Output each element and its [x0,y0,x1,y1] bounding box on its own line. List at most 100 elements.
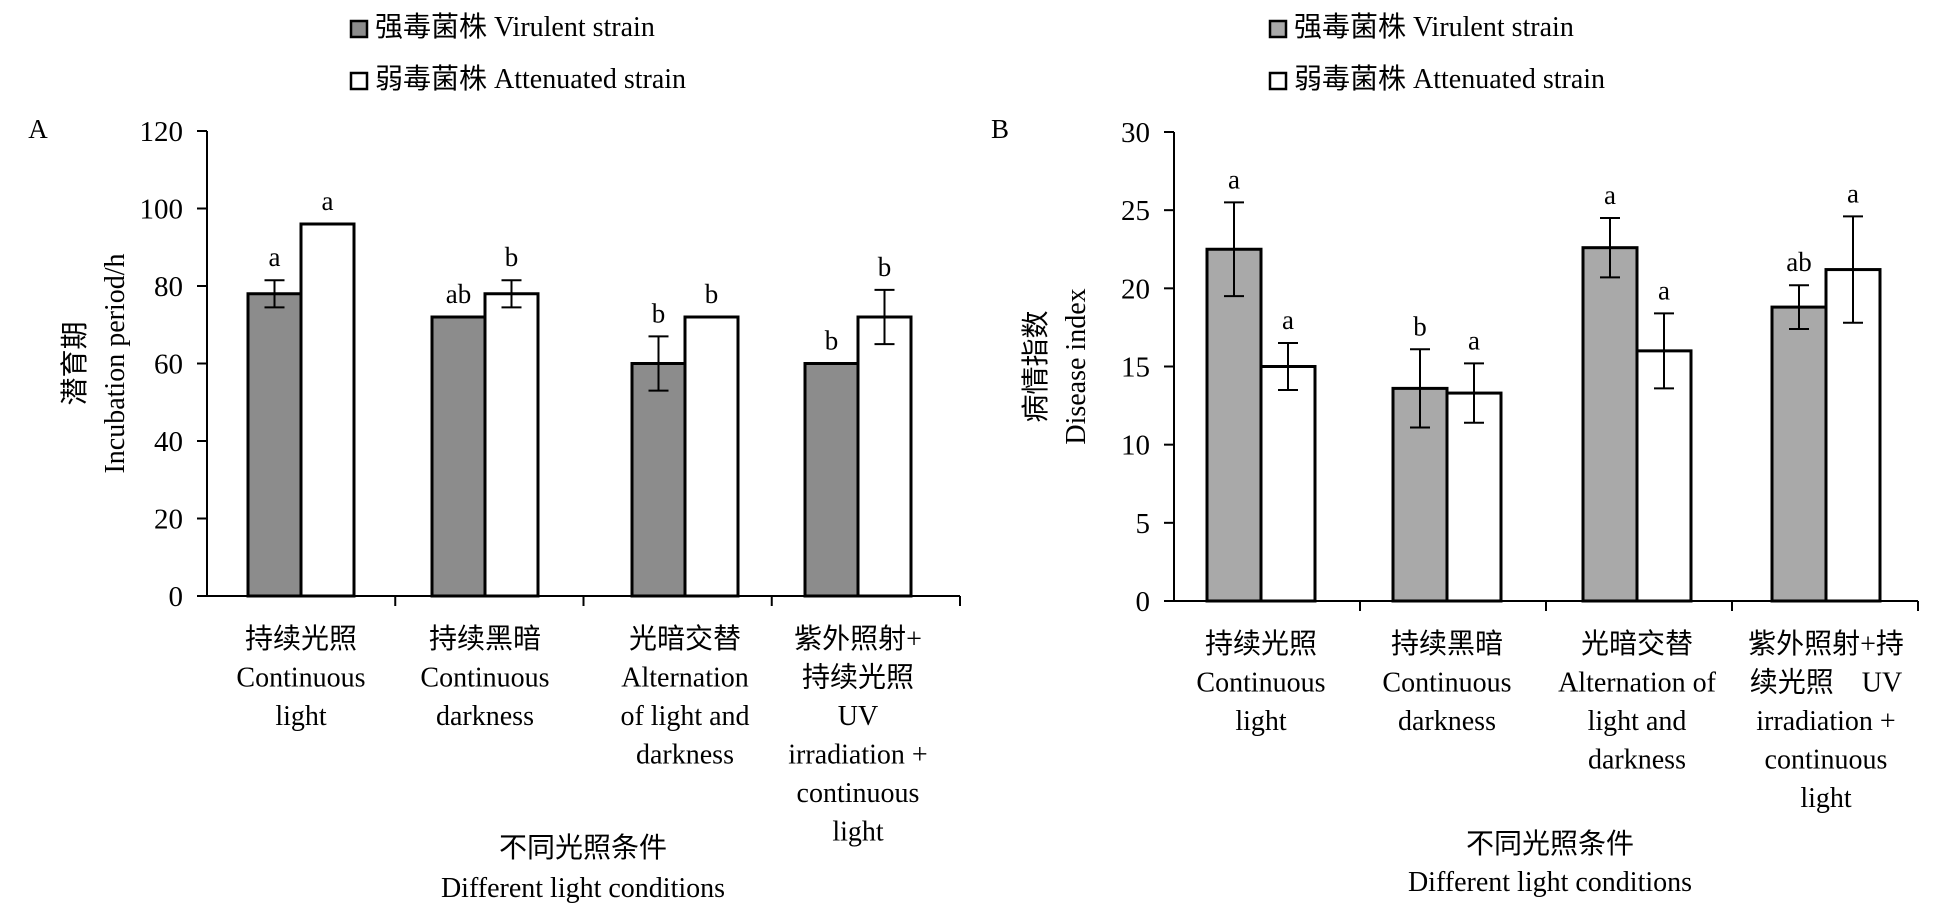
x-tick-label: continuous [1765,745,1888,776]
panel-letter: B [991,114,1009,144]
error-bar [1410,348,1430,429]
bar [683,315,740,598]
x-tick-label: irradiation + [788,740,927,771]
x-tick-label: 紫外照射+持 [1748,628,1904,660]
error-bar [1600,216,1620,279]
y-tick-label: 5 [1136,508,1151,540]
legend-label: 弱毒菌株 Attenuated strain [375,63,686,95]
x-tick-label: light [1235,706,1287,737]
significance-letter: a [1847,178,1859,208]
y-tick-label: 100 [140,194,184,226]
bar [299,222,356,598]
y-tick-label: 20 [1121,273,1150,305]
significance-letter: a [1658,275,1670,305]
x-tick-label: darkness [1588,745,1686,776]
y-axis-title-cn: 病情指数 [1020,310,1052,422]
x-axis-title-en: Different light conditions [441,873,725,904]
y-tick-label: 30 [1121,117,1150,149]
bar [1259,365,1317,603]
x-tick-label: darkness [636,740,734,771]
bar [1205,247,1263,603]
legend-swatch [349,71,369,91]
significance-letter: b [1413,311,1427,341]
significance-letter: a [269,242,281,272]
legend: 强毒菌株 Virulent strain 弱毒菌株 Attenuated stra… [1268,11,1605,95]
significance-letter: b [825,326,839,356]
x-tick-label: Continuous [1196,668,1325,699]
y-axis-title-en: Incubation period/h [100,253,131,473]
x-tick-label: of light and [620,701,749,732]
x-tick-label: 续光照 UV [1750,667,1902,699]
x-tick-label: 持续光照 [802,662,914,694]
y-axis-title-en: Disease index [1061,288,1092,444]
significance-letter: a [1604,180,1616,210]
y-axis-title: 病情指数 Disease index [1020,288,1092,444]
y-tick-label: 80 [154,271,183,303]
x-tick-label: Continuous [236,663,365,694]
y-axis-title: 潜育期 Incubation period/h [59,253,131,473]
bar [483,292,540,598]
error-bar [1278,342,1298,391]
x-tick-label: darkness [1398,706,1496,737]
error-bar [1843,215,1863,324]
y-tick-label: 60 [154,349,183,381]
panel-b-chart: B 强毒菌株 Virulent strain 弱毒菌株 Attenuated str… [991,11,1919,898]
x-axis-title-cn: 不同光照条件 [499,832,667,864]
x-tick-label: 持续光照 [245,623,357,655]
bar [1445,391,1503,603]
x-tick-label: 光暗交替 [629,623,741,655]
bar [1770,305,1828,603]
bar [1824,268,1882,603]
x-tick-label: continuous [797,778,920,809]
error-bar [648,335,669,392]
y-tick-label: 15 [1121,352,1150,384]
x-tick-label: 持续黑暗 [1391,628,1503,660]
x-tick-label: UV [838,701,878,732]
legend: 强毒菌株 Virulent strain 弱毒菌株 Attenuated stra… [349,11,686,95]
x-tick-label: irradiation + [1756,706,1895,737]
legend-label: 强毒菌株 Virulent strain [375,11,655,43]
significance-letter: a [322,186,334,216]
x-tick-label: light [275,701,327,732]
legend-label: 强毒菌株 Virulent strain [1294,11,1574,43]
significance-letter: a [1282,305,1294,335]
error-bar [264,279,285,309]
y-tick-label: 20 [154,504,183,536]
error-bar [874,288,895,346]
error-bar [1464,362,1484,424]
error-bar [1654,312,1674,390]
x-tick-label: Alternation [621,663,749,694]
y-tick-label: 25 [1121,195,1150,227]
bar [430,315,487,598]
significance-letter: ab [446,279,471,309]
significance-letter: b [652,298,666,328]
significance-letter: b [878,252,892,282]
panel-a-chart: A 强毒菌株 Virulent strain 弱毒菌株 Attenuated str… [28,11,961,904]
x-tick-label: 持续黑暗 [429,623,541,655]
y-axis-title-cn: 潜育期 [59,321,91,405]
legend-label: 弱毒菌株 Attenuated strain [1294,63,1605,95]
legend-swatch [1268,71,1288,91]
significance-letter: b [505,242,519,272]
x-tick-label: 光暗交替 [1581,628,1693,660]
x-tick-label: light [832,817,884,848]
error-bar [1789,284,1809,330]
x-tick-label: 紫外照射+ [794,623,922,655]
x-tick-label: Alternation of [1558,668,1717,699]
x-tick-label: Continuous [1382,668,1511,699]
significance-letter: ab [1786,247,1811,277]
x-tick-label: light and [1588,706,1687,737]
bar [803,362,860,598]
significance-letter: b [705,279,719,309]
legend-swatch [1268,19,1288,39]
bar [1581,246,1639,603]
bar [856,315,913,598]
y-tick-label: 120 [140,116,184,148]
x-tick-label: 持续光照 [1205,628,1317,660]
bar [246,292,303,598]
x-axis-title-cn: 不同光照条件 [1466,828,1634,860]
error-bar [1224,201,1244,298]
x-tick-label: Continuous [420,663,549,694]
x-tick-label: light [1800,783,1852,814]
